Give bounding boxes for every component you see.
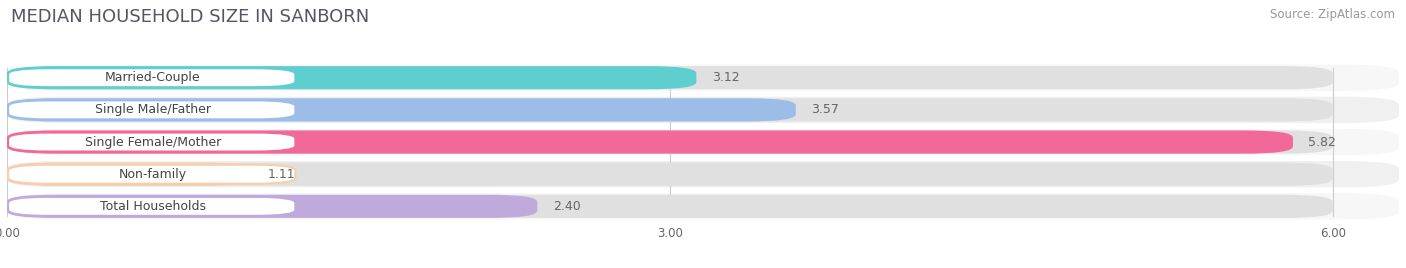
FancyBboxPatch shape [7,97,1399,123]
FancyBboxPatch shape [7,66,696,89]
FancyBboxPatch shape [7,129,1399,155]
FancyBboxPatch shape [8,68,295,87]
FancyBboxPatch shape [7,131,1333,154]
Text: Single Male/Father: Single Male/Father [94,103,211,116]
FancyBboxPatch shape [7,163,1333,186]
FancyBboxPatch shape [8,165,295,184]
FancyBboxPatch shape [7,66,1333,89]
Text: 1.11: 1.11 [267,168,295,181]
Text: 2.40: 2.40 [553,200,581,213]
Text: Single Female/Mother: Single Female/Mother [84,136,221,148]
FancyBboxPatch shape [8,100,295,119]
FancyBboxPatch shape [7,193,1399,219]
Text: 3.57: 3.57 [811,103,839,116]
Text: 5.82: 5.82 [1309,136,1336,148]
FancyBboxPatch shape [7,195,537,218]
FancyBboxPatch shape [7,98,1333,121]
FancyBboxPatch shape [7,131,1294,154]
Text: MEDIAN HOUSEHOLD SIZE IN SANBORN: MEDIAN HOUSEHOLD SIZE IN SANBORN [11,8,370,26]
Text: 3.12: 3.12 [711,71,740,84]
Text: Non-family: Non-family [118,168,187,181]
Text: Source: ZipAtlas.com: Source: ZipAtlas.com [1270,8,1395,21]
FancyBboxPatch shape [8,133,295,151]
FancyBboxPatch shape [7,161,1399,187]
Text: Total Households: Total Households [100,200,205,213]
FancyBboxPatch shape [7,65,1399,91]
FancyBboxPatch shape [7,195,1333,218]
FancyBboxPatch shape [7,163,252,186]
Text: Married-Couple: Married-Couple [105,71,201,84]
FancyBboxPatch shape [8,197,295,216]
FancyBboxPatch shape [7,98,796,121]
